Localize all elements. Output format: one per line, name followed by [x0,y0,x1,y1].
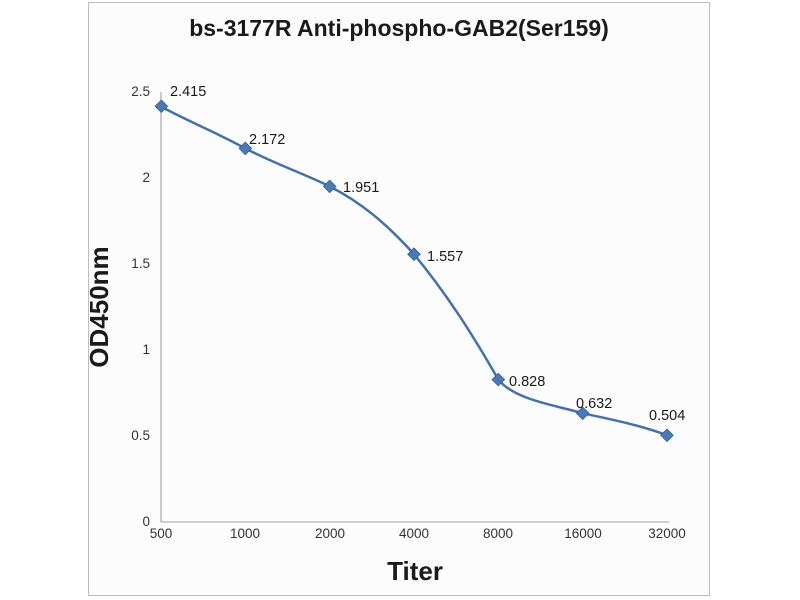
svg-text:4000: 4000 [399,526,429,541]
svg-text:1: 1 [142,342,150,357]
svg-text:32000: 32000 [648,526,686,541]
svg-text:bs-3177R Anti-phospho-GAB2(Ser: bs-3177R Anti-phospho-GAB2(Ser159) [189,15,609,41]
svg-text:Titer: Titer [387,556,443,586]
svg-text:2.415: 2.415 [170,84,206,100]
svg-text:2000: 2000 [315,526,345,541]
svg-text:2: 2 [142,170,150,185]
svg-text:8000: 8000 [483,526,513,541]
svg-text:500: 500 [150,526,173,541]
svg-text:OD450nm: OD450nm [84,246,114,367]
svg-text:2.172: 2.172 [249,132,285,148]
svg-text:1.951: 1.951 [343,180,379,196]
svg-text:2.5: 2.5 [131,84,150,99]
svg-text:16000: 16000 [564,526,602,541]
svg-text:1.557: 1.557 [427,249,463,265]
svg-text:0.632: 0.632 [576,396,612,412]
svg-text:0.504: 0.504 [649,408,685,424]
svg-text:0.828: 0.828 [509,374,545,390]
svg-text:0.5: 0.5 [131,428,150,443]
svg-text:1000: 1000 [230,526,260,541]
svg-text:1.5: 1.5 [131,256,150,271]
